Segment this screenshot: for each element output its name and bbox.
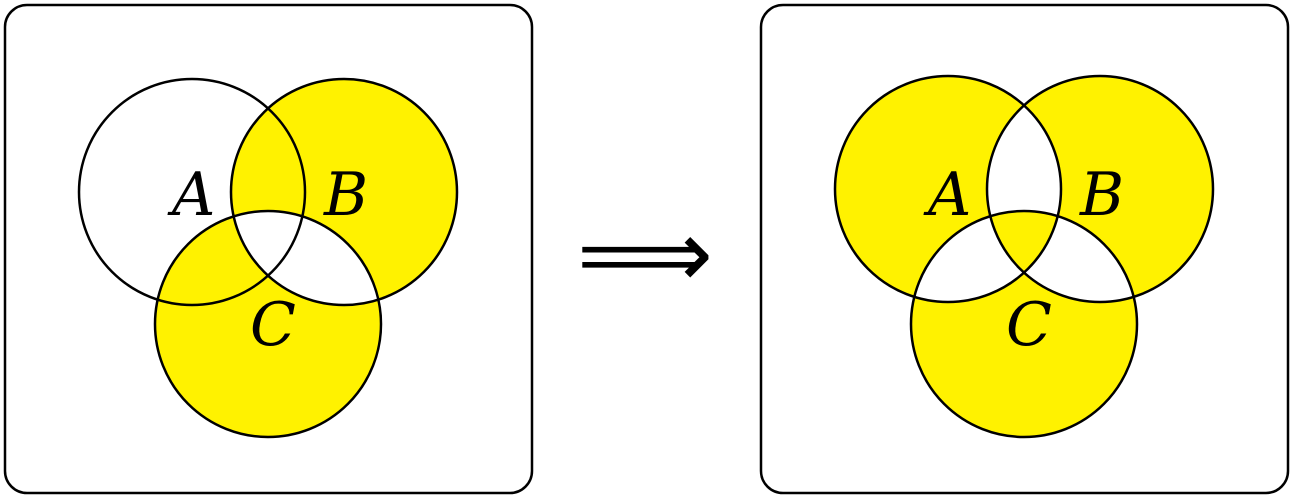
right-circle-outlines [833, 74, 1215, 439]
left-circle-c [153, 209, 383, 439]
right-circle-a [833, 74, 1063, 304]
left-region-ac-not-b [155, 211, 305, 305]
right-panel: A B C [759, 3, 1290, 495]
right-circle-b [985, 74, 1215, 304]
left-circle-a [77, 77, 307, 307]
left-panel: A B C [3, 3, 534, 495]
right-region-c-only [911, 211, 1137, 437]
left-label-c: C [250, 290, 296, 360]
left-circle-b [229, 77, 459, 307]
right-label-b: B [1079, 160, 1124, 230]
left-circle-outlines [77, 77, 459, 439]
left-label-a: A [167, 160, 215, 230]
left-shaded-regions [155, 79, 457, 437]
right-label-c: C [1006, 290, 1052, 360]
right-shaded-regions [835, 76, 1213, 437]
right-label-a: A [923, 160, 971, 230]
left-label-b: B [323, 160, 368, 230]
right-circle-c [909, 209, 1139, 439]
implies-arrow: ⟹ [577, 200, 713, 310]
